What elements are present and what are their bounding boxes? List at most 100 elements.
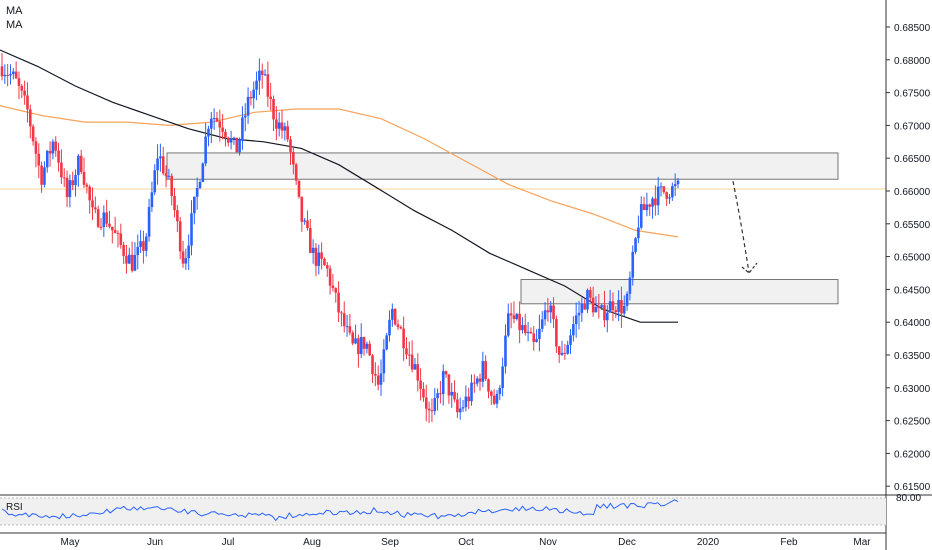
candle	[102, 205, 106, 237]
candle-body	[656, 186, 660, 206]
candle-body	[142, 241, 145, 251]
candle	[176, 204, 179, 233]
candle-body	[382, 349, 386, 374]
candle	[543, 302, 547, 326]
candle-body	[402, 328, 405, 349]
candle-body	[447, 374, 451, 396]
candle	[195, 177, 199, 210]
candle	[374, 362, 377, 387]
y-tick-label: 0.62000	[894, 449, 931, 460]
candle	[303, 217, 306, 225]
candle	[620, 286, 623, 328]
candle-body	[419, 380, 422, 389]
candle	[456, 392, 459, 418]
ma-legend-1: MA	[6, 5, 23, 17]
candle	[243, 103, 247, 132]
candle	[515, 313, 519, 321]
candle-body	[538, 328, 541, 340]
candle-body	[218, 121, 222, 128]
candle	[441, 364, 445, 406]
candle-body	[3, 74, 7, 77]
candle-body	[518, 313, 521, 331]
candle-body	[266, 74, 270, 97]
candle-body	[416, 364, 420, 381]
candle	[272, 95, 275, 131]
candle	[127, 247, 131, 265]
projection-arrow	[732, 181, 758, 274]
candle-body	[150, 192, 154, 208]
candle	[552, 297, 555, 329]
candle-body	[379, 373, 383, 385]
candle	[317, 244, 321, 275]
candle	[218, 109, 222, 142]
candle-body	[0, 66, 4, 77]
candle-body	[422, 388, 425, 398]
candle	[181, 240, 185, 268]
candle-body	[14, 71, 18, 79]
candle	[427, 401, 431, 423]
candle	[648, 203, 652, 216]
candle-body	[37, 153, 41, 166]
candle	[405, 337, 408, 360]
candle	[631, 245, 635, 286]
ma-fast-line	[0, 49, 678, 323]
candle-body	[127, 254, 131, 264]
candle	[34, 137, 38, 168]
candle	[164, 165, 168, 188]
candle	[348, 313, 352, 336]
candle-body	[167, 175, 171, 177]
candle	[617, 290, 620, 322]
candle-body	[396, 324, 400, 328]
candle-body	[676, 180, 680, 185]
candle-body	[119, 233, 123, 245]
candle	[325, 261, 329, 277]
candle-body	[645, 204, 649, 211]
candle-body	[178, 221, 182, 252]
candle-body	[617, 300, 620, 313]
candle-body	[246, 96, 250, 116]
candle-body	[111, 226, 114, 231]
candle-body	[481, 361, 485, 382]
candle-body	[371, 355, 374, 374]
candle	[212, 108, 216, 130]
candle	[142, 230, 145, 264]
plot-background	[0, 0, 886, 550]
candle-body	[484, 361, 487, 380]
candle	[628, 271, 632, 301]
candle-body	[345, 326, 349, 328]
candle	[111, 226, 114, 244]
candle	[260, 63, 264, 89]
candle	[608, 289, 612, 313]
candle	[48, 141, 52, 167]
candle-body	[634, 238, 637, 252]
candle	[583, 299, 586, 310]
candle-body	[229, 138, 233, 143]
x-tick-label: Aug	[303, 537, 321, 548]
y-tick-label: 0.68500	[894, 23, 931, 34]
candle-body	[294, 164, 298, 181]
candle-body	[628, 277, 632, 294]
candle-body	[224, 131, 227, 138]
x-tick-label: Mar	[853, 537, 871, 548]
candle	[424, 384, 428, 422]
candle	[246, 87, 250, 124]
candle	[413, 358, 417, 370]
candle-body	[198, 181, 202, 189]
candle-body	[116, 232, 120, 234]
candle	[673, 173, 677, 196]
candle-body	[625, 293, 629, 306]
candle-body	[286, 126, 289, 140]
y-tick-label: 0.67000	[894, 121, 931, 132]
candle	[470, 374, 473, 406]
candle-body	[583, 303, 586, 310]
candle-body	[662, 186, 666, 193]
candle-body	[359, 337, 363, 355]
candle-body	[26, 95, 29, 110]
candle-body	[325, 265, 329, 269]
candle	[283, 122, 287, 141]
candle-body	[456, 399, 459, 413]
candle	[153, 164, 157, 196]
candle-body	[368, 343, 371, 356]
candle	[224, 128, 227, 147]
